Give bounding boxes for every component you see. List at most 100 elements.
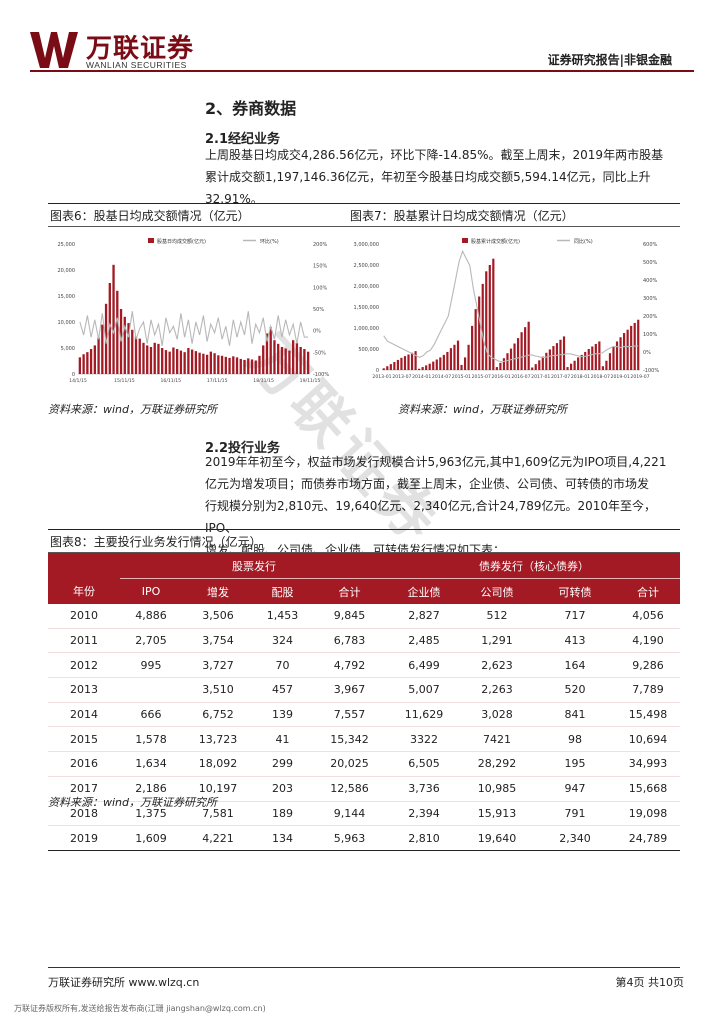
table-cell: 2,263 xyxy=(460,677,534,703)
table-cell: 9,144 xyxy=(311,801,388,827)
column-header: 可转债 xyxy=(534,578,616,604)
table-row: 2010 4,886 3,506 1,453 9,845 2,827 512 717 4,056 xyxy=(48,604,680,629)
company-logo-text: 万联证券 xyxy=(86,34,195,64)
bar xyxy=(202,353,205,374)
y2-tick-label: -100% xyxy=(313,372,329,378)
bar xyxy=(161,348,164,374)
bar xyxy=(101,324,104,374)
table-row: 2013 3,510 457 3,967 5,007 2,263 520 7,789 xyxy=(48,677,680,703)
table-cell: 4,221 xyxy=(182,825,254,851)
legend-label-line: 同比(%) xyxy=(574,238,593,245)
bar xyxy=(198,352,201,374)
y2-tick-label: 500% xyxy=(643,260,658,266)
table-cell: 189 xyxy=(254,801,311,827)
table-cell: 164 xyxy=(534,652,616,679)
text-line: 累计成交额1,197,146.36亿元，年初至今股基日均成交额5,594.14亿… xyxy=(205,170,651,184)
y2-tick-label: -50% xyxy=(313,350,326,356)
bar xyxy=(205,354,209,374)
x-tick-label: 2016-07 xyxy=(511,374,530,380)
table-cell: 3,727 xyxy=(182,652,254,679)
bar xyxy=(538,360,541,370)
text-line: 行规模分别为2,810元、19,640亿元、2,340亿元,合计24,789亿元… xyxy=(205,499,657,535)
y-tick-label: 20,000 xyxy=(58,268,76,274)
table-cell: 4,056 xyxy=(616,604,680,629)
x-tick-label: 2015-01 xyxy=(452,374,471,380)
x-tick-label: 18/11/15 xyxy=(253,378,274,384)
bar xyxy=(86,352,89,374)
table-cell: 2,340 xyxy=(534,825,616,851)
y2-tick-label: 600% xyxy=(643,242,658,248)
table-cell: 6,783 xyxy=(311,628,388,654)
bar xyxy=(418,368,421,370)
bar xyxy=(138,338,141,374)
bar xyxy=(393,362,396,370)
report-type-label: 证券研究报告|非银金融 xyxy=(547,53,672,67)
bar xyxy=(288,350,291,374)
bar xyxy=(112,264,115,374)
table-cell: 19,098 xyxy=(616,801,680,827)
bar xyxy=(116,290,119,374)
table-cell: 10,694 xyxy=(616,726,680,753)
bar xyxy=(183,352,186,374)
column-header: 公司债 xyxy=(460,578,534,604)
bar xyxy=(467,344,470,370)
x-tick-label: 2017-07 xyxy=(551,374,570,380)
bar xyxy=(146,345,149,374)
bar xyxy=(478,296,481,370)
x-tick-label: 2014-01 xyxy=(412,374,431,380)
chart-cumulative-turnover: 股基累计成交额(亿元) 同比(%) 3,000,000 2,500,000 2,000,… xyxy=(354,238,659,380)
table-cell: 4,886 xyxy=(120,604,182,629)
bar xyxy=(254,360,257,374)
table-cell: 2018 xyxy=(48,801,120,827)
legend-label-line: 环比(%) xyxy=(260,238,279,245)
table-cell: 413 xyxy=(534,628,616,654)
table-cell: 512 xyxy=(460,604,534,629)
bar xyxy=(449,348,453,370)
bar xyxy=(637,319,640,370)
bar xyxy=(453,344,456,370)
x-tick-label: 15/11/15 xyxy=(114,378,135,384)
y-tick-label: 2,000,000 xyxy=(354,284,379,290)
bar xyxy=(239,358,242,374)
table-cell: 1,578 xyxy=(120,726,182,753)
bar xyxy=(382,368,385,370)
table-column-header: 年份 IPO 增发 配股 合计 企业债 公司债 可转债 合计 xyxy=(48,578,680,604)
bar xyxy=(619,337,622,370)
table-cell: 3,736 xyxy=(388,776,460,802)
bar xyxy=(299,346,302,374)
legend-label-bar: 股基日均成交额(亿元) xyxy=(157,238,206,245)
bar xyxy=(306,351,310,374)
table-cell: 18,092 xyxy=(182,751,254,777)
column-header: IPO xyxy=(120,578,182,604)
table-cell: 5,963 xyxy=(311,825,388,851)
table-cell: 24,789 xyxy=(616,825,680,851)
bar xyxy=(541,356,544,370)
bar xyxy=(280,346,284,374)
table-cell: 299 xyxy=(254,751,311,777)
bar xyxy=(224,356,227,374)
table-cell: 6,505 xyxy=(388,751,460,777)
y-tick-label: 10,000 xyxy=(58,320,76,326)
y2-tick-label: 200% xyxy=(643,314,658,320)
ib-issuance-table: 股票发行 债券发行（核心债券） 年份 IPO 增发 配股 合计 企业债 公司债 … xyxy=(48,553,680,851)
bar xyxy=(78,357,82,374)
bar xyxy=(262,345,265,374)
bar xyxy=(608,353,612,370)
table-cell: 2,827 xyxy=(388,604,460,629)
legend-swatch-bar xyxy=(148,238,154,243)
figure8-source: 资料来源：wind，万联证券研究所 xyxy=(48,796,218,809)
paragraph-brokerage: 上周股基日均成交4,286.56亿元，环比下降-14.85%。截至上周末，201… xyxy=(205,144,675,210)
bar xyxy=(615,341,619,370)
table-cell: 10,197 xyxy=(182,776,254,802)
table-cell: 28,292 xyxy=(460,751,534,777)
y2-tick-label: -100% xyxy=(643,368,659,374)
bar xyxy=(247,358,250,374)
table-row: 2016 1,634 18,092 299 20,025 6,505 28,292 195 34… xyxy=(48,751,680,777)
table-cell: 9,845 xyxy=(311,604,388,629)
bar xyxy=(531,367,534,370)
y-tick-label: 0 xyxy=(72,372,75,378)
text-line: 亿元为增发项目；而债券市场方面，截至上周末，企业债、公司债、可转债的市场发 xyxy=(205,477,650,491)
table-cell: 2,623 xyxy=(460,652,534,679)
table-row: 2019 1,609 4,221 134 5,963 2,810 19,640 2,340 24… xyxy=(48,825,680,851)
column-header: 合计 xyxy=(311,578,388,604)
